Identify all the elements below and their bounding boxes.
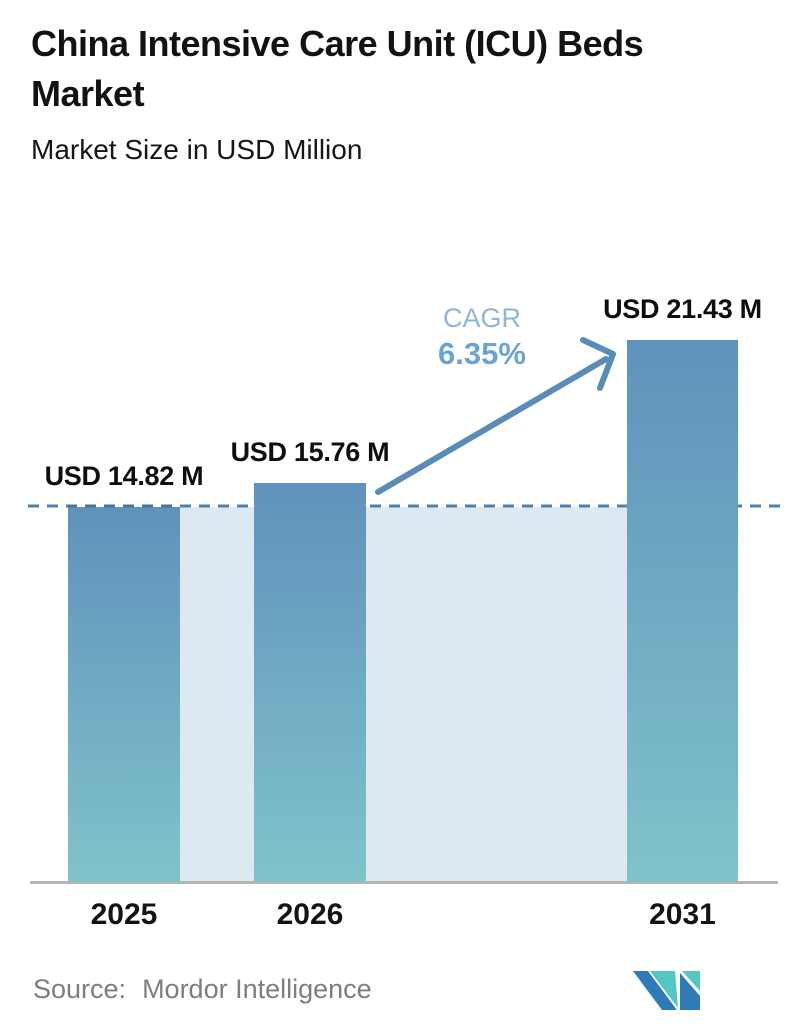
page-title: China Intensive Care Unit (ICU) Beds Mar… — [31, 23, 644, 114]
bar-2031 — [627, 340, 738, 882]
x-axis-label-2026: 2026 — [276, 898, 344, 931]
logo-left-stroke — [633, 971, 677, 1010]
cagr-label: CAGR — [442, 303, 521, 333]
logo-top-right-triangle — [682, 971, 700, 991]
bar-value-label: USD 14.82 M — [44, 461, 204, 491]
x-axis-line — [30, 881, 778, 884]
bar-2025 — [68, 507, 180, 882]
source-value: Mordor Intelligence — [142, 974, 372, 1004]
source-label: Source: — [33, 974, 127, 1004]
x-axis-label-2025: 2025 — [90, 898, 158, 931]
mordor-intelligence-logo — [633, 971, 700, 1010]
bar-value-label: USD 15.76 M — [230, 437, 390, 467]
page-subtitle: Market Size in USD Million — [31, 134, 363, 165]
x-axis-label-2031: 2031 — [649, 898, 716, 931]
cagr-value: 6.35% — [438, 336, 526, 371]
source-line: Source: Mordor Intelligence — [33, 972, 372, 1006]
bar-2026 — [254, 483, 366, 882]
bar-value-label: USD 21.43 M — [603, 294, 762, 324]
logo-right-stroke — [680, 973, 700, 1010]
logo-middle-triangle — [650, 971, 678, 1008]
